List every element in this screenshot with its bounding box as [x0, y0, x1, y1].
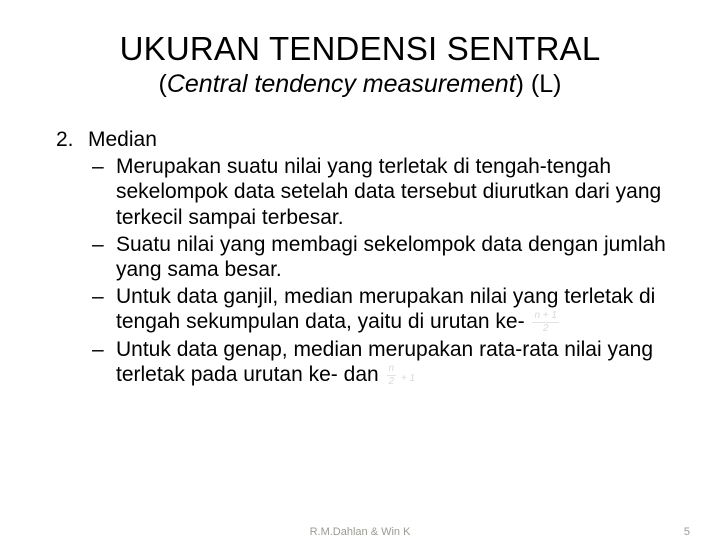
bullet-text: Merupakan suatu nilai yang terletak di t… [104, 154, 670, 230]
bullet-text: Untuk data genap, median merupakan rata-… [104, 337, 670, 387]
fraction-numerator: n [387, 364, 397, 376]
formula-fraction: n + 1 2 [532, 311, 559, 334]
formula-fraction: n 2 [387, 364, 397, 387]
bullet-item: – Suatu nilai yang membagi sekelompok da… [56, 232, 670, 282]
subtitle-italic: Central tendency measurement [167, 70, 516, 98]
bullet-dash: – [56, 337, 104, 387]
list-heading: Median [88, 127, 670, 152]
bullet-item: – Untuk data genap, median merupakan rat… [56, 337, 670, 387]
bullet-item: – Untuk data ganjil, median merupakan ni… [56, 284, 670, 334]
footer-page-number: 5 [684, 526, 690, 538]
bullet-text: Suatu nilai yang membagi sekelompok data… [104, 232, 670, 282]
slide-subtitle: (Central tendency measurement) (L) [50, 70, 670, 99]
list-item: 2. Median [56, 127, 670, 152]
bullet-text-pre: Untuk data ganjil, median merupakan nila… [116, 285, 655, 333]
slide-title: UKURAN TENDENSI SENTRAL [50, 30, 670, 68]
bullet-text: Untuk data ganjil, median merupakan nila… [104, 284, 670, 334]
content-area: 2. Median – Merupakan suatu nilai yang t… [50, 127, 670, 387]
fraction-numerator: n + 1 [532, 311, 559, 323]
fraction-denominator: 2 [389, 376, 395, 387]
subtitle-suffix: (L) [524, 70, 562, 98]
bullet-dash: – [56, 284, 104, 334]
bullet-dash: – [56, 232, 104, 282]
bullet-list: – Merupakan suatu nilai yang terletak di… [56, 154, 670, 387]
bullet-item: – Merupakan suatu nilai yang terletak di… [56, 154, 670, 230]
bullet-dash: – [56, 154, 104, 230]
footer-author: R.M.Dahlan & Win K [310, 526, 411, 538]
fraction-denominator: 2 [543, 323, 549, 334]
bullet-text-pre: Untuk data genap, median merupakan rata-… [116, 338, 653, 386]
formula-suffix: + 1 [398, 373, 415, 384]
list-number: 2. [56, 127, 88, 152]
slide: UKURAN TENDENSI SENTRAL (Central tendenc… [0, 0, 720, 540]
